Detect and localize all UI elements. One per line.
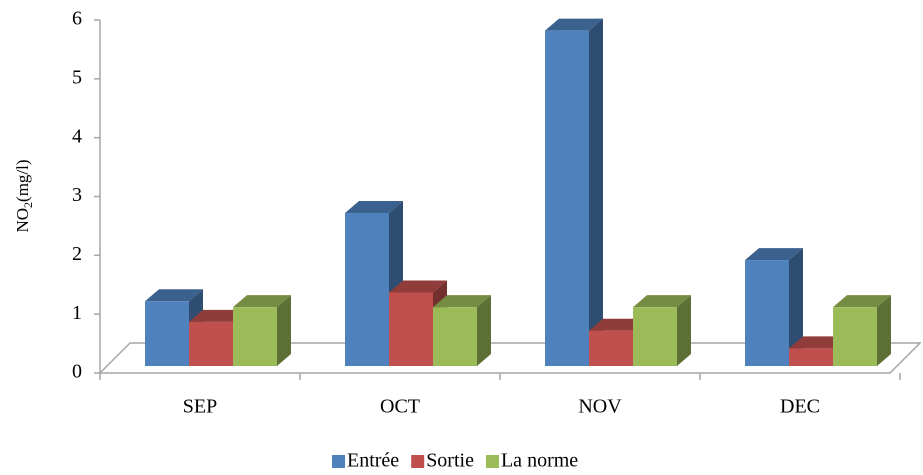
bar-top bbox=[145, 289, 203, 302]
bar bbox=[633, 295, 691, 366]
y-tick-label: 1 bbox=[72, 302, 82, 324]
bar-top bbox=[389, 280, 447, 293]
bar-top bbox=[233, 295, 291, 308]
bar-front bbox=[745, 260, 789, 366]
y-label-main: NO bbox=[13, 208, 32, 233]
x-tick-label: NOV bbox=[578, 396, 622, 418]
y-tick-label: 2 bbox=[72, 243, 82, 265]
bar-front bbox=[189, 321, 233, 366]
bar-side bbox=[677, 295, 691, 366]
y-tick-label: 4 bbox=[72, 125, 82, 147]
y-label-sub: 2 bbox=[21, 202, 35, 208]
bar-top bbox=[345, 201, 403, 214]
y-tick-label: 3 bbox=[72, 184, 82, 206]
bar-side bbox=[277, 295, 291, 366]
bar-front bbox=[345, 213, 389, 366]
bar bbox=[433, 295, 491, 366]
bar bbox=[745, 248, 803, 366]
bar-side bbox=[477, 295, 491, 366]
x-tick-label: SEP bbox=[183, 396, 217, 418]
bar-top bbox=[589, 318, 647, 331]
bar bbox=[833, 295, 891, 366]
bar-front bbox=[833, 307, 877, 366]
bar-front bbox=[589, 330, 633, 366]
bar-top bbox=[433, 295, 491, 308]
bar-front bbox=[389, 292, 433, 366]
legend-label: Sortie bbox=[426, 450, 474, 472]
bar-side bbox=[877, 295, 891, 366]
legend-swatch bbox=[485, 455, 499, 468]
y-axis-label: NO2(mg/l) bbox=[13, 159, 35, 232]
bar-front bbox=[633, 307, 677, 366]
legend-swatch bbox=[411, 455, 425, 468]
bar bbox=[545, 18, 603, 367]
y-tick-label: 0 bbox=[72, 361, 82, 383]
bar-top bbox=[745, 248, 803, 261]
y-label-unit: (mg/l) bbox=[13, 159, 32, 202]
x-tick-label: OCT bbox=[380, 396, 420, 418]
bar-front bbox=[145, 301, 189, 366]
legend-label: La norme bbox=[501, 450, 578, 472]
bar-front bbox=[789, 348, 833, 366]
bar-side bbox=[789, 248, 803, 366]
bar-side bbox=[589, 18, 603, 367]
bar-front bbox=[233, 307, 277, 366]
floor bbox=[98, 342, 922, 374]
y-tick-label: 5 bbox=[72, 66, 82, 88]
legend-swatch bbox=[332, 455, 345, 468]
bar-top bbox=[545, 18, 603, 31]
x-tick-label: DEC bbox=[780, 396, 820, 418]
legend-label: Entrée bbox=[347, 450, 399, 472]
bar bbox=[233, 295, 291, 366]
bar-top bbox=[833, 295, 891, 308]
y-tick-label: 6 bbox=[72, 8, 82, 30]
bar-top bbox=[633, 295, 691, 308]
bar-top bbox=[789, 336, 847, 349]
bar-top bbox=[189, 309, 247, 322]
bar-front bbox=[433, 307, 477, 366]
bar-front bbox=[545, 30, 589, 367]
